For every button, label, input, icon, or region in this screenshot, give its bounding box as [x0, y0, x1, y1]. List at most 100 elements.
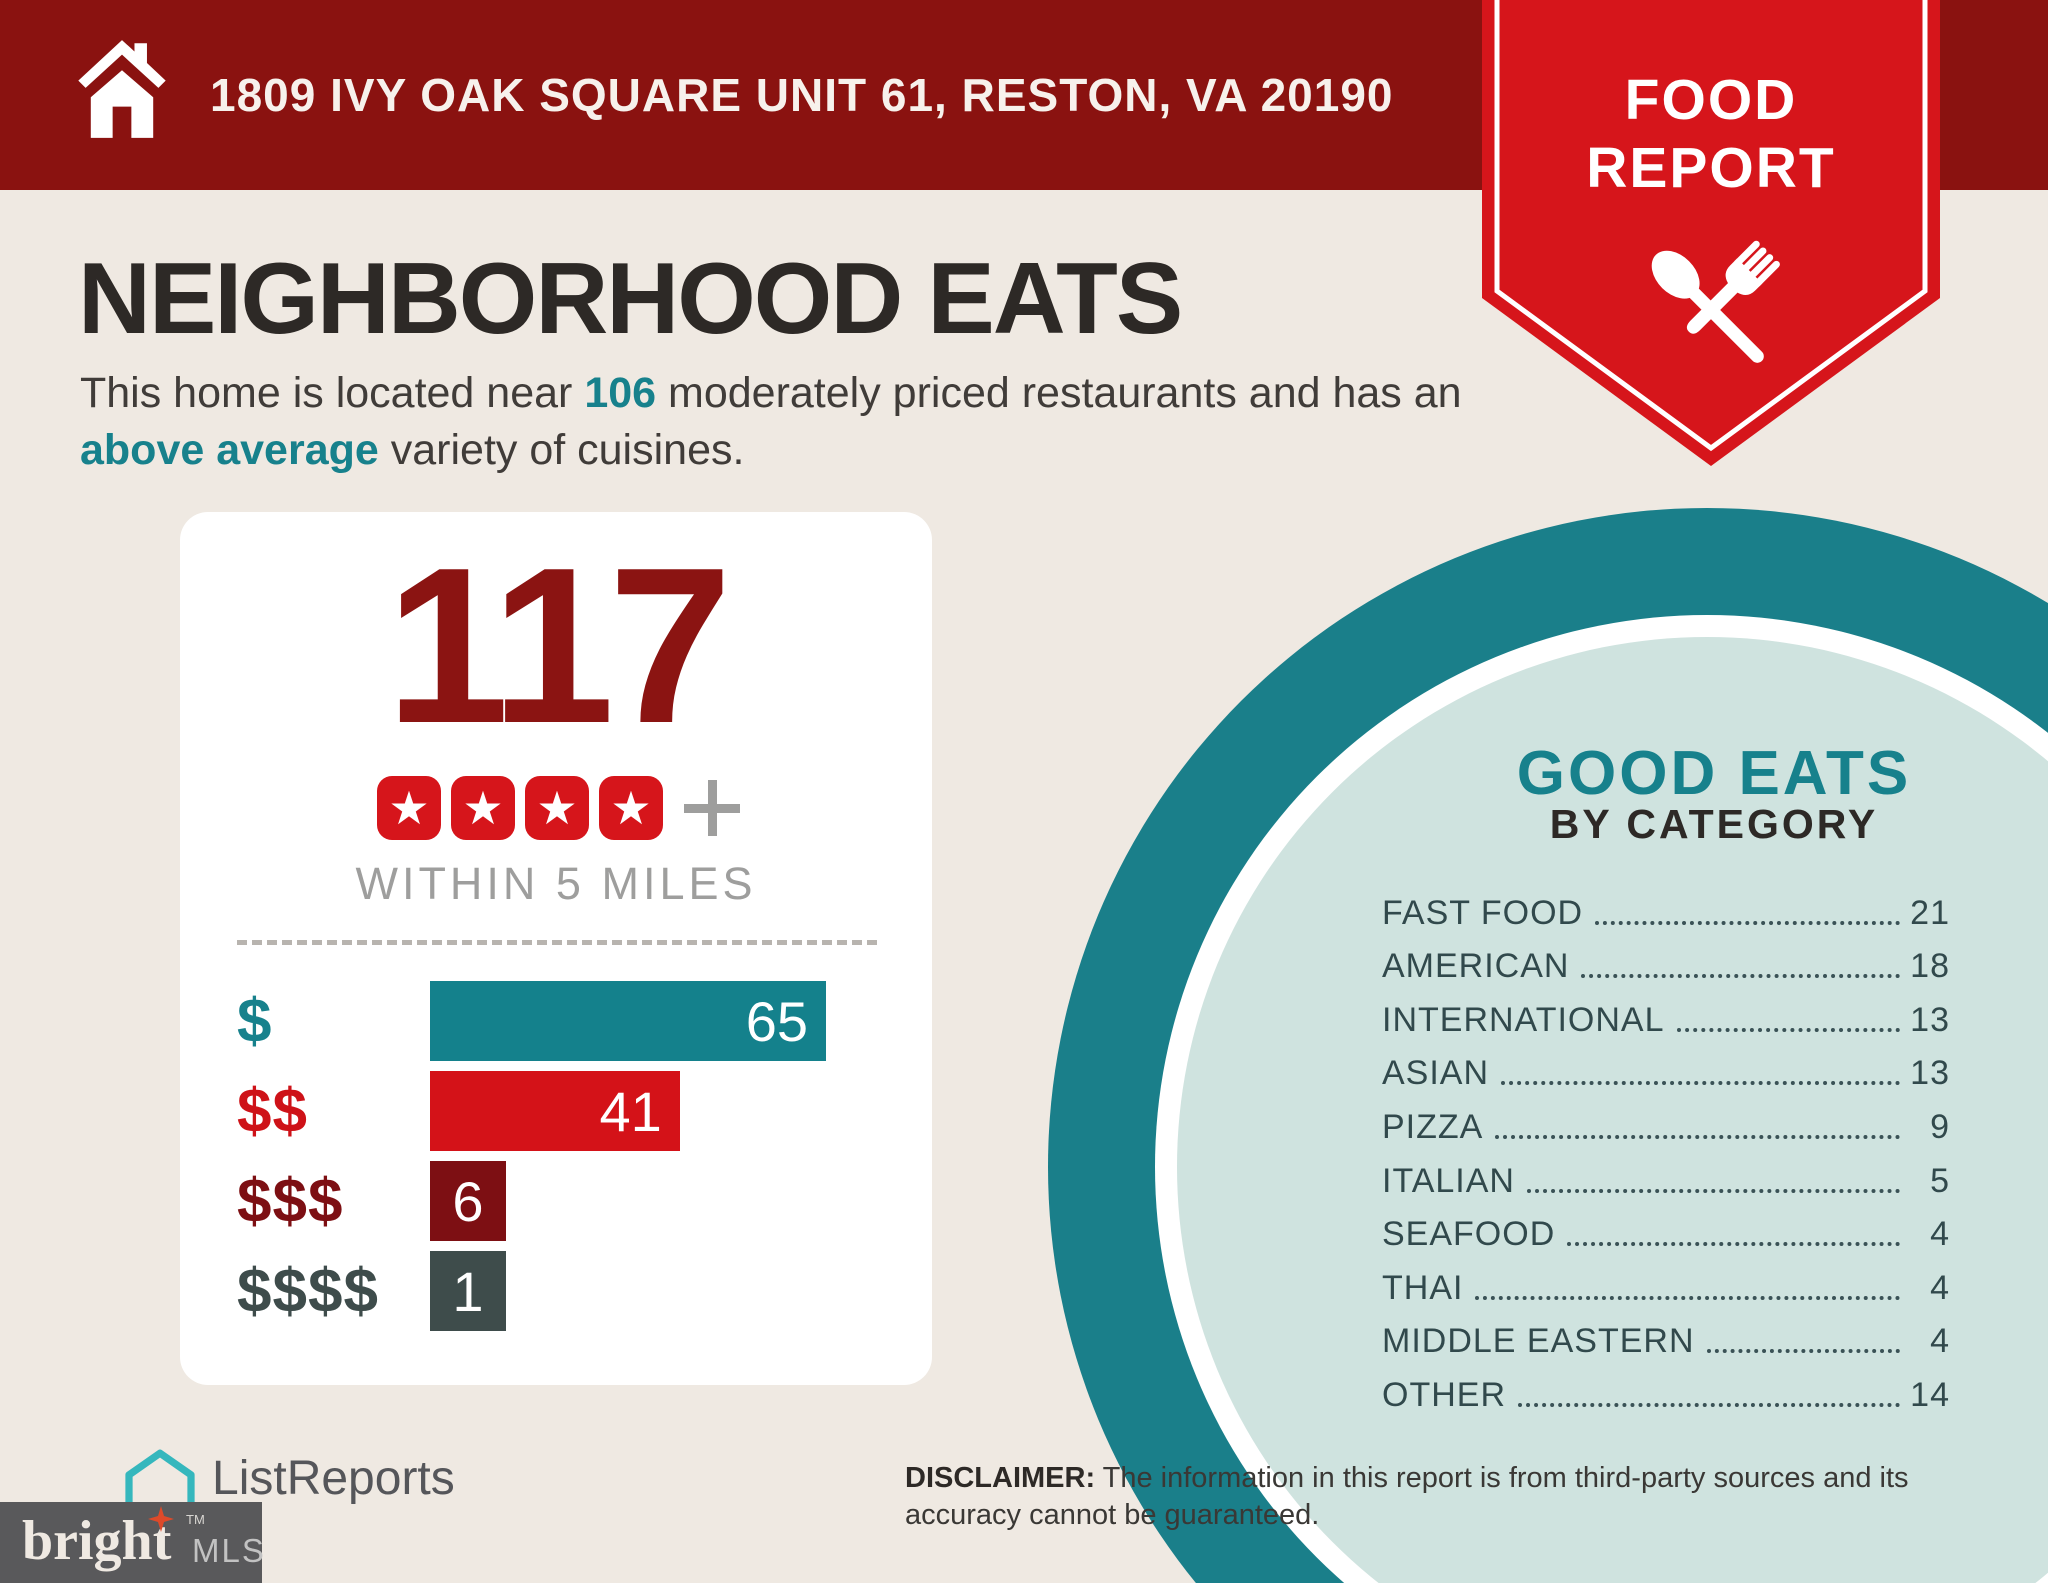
category-label: FAST FOOD [1382, 893, 1584, 932]
category-row: THAI 4 [1382, 1259, 1950, 1313]
bar-fill: 41 [430, 1071, 680, 1151]
category-value: 4 [1930, 1268, 1950, 1307]
category-label: INTERNATIONAL [1382, 1000, 1665, 1039]
bright-mls-logo: bright TM MLS [0, 1502, 264, 1583]
dotted-leader [1526, 1188, 1900, 1193]
listreports-logo: ListReports [212, 1452, 455, 1505]
dotted-leader [1475, 1295, 1900, 1300]
star-icon: ★ [377, 776, 441, 840]
bar-price-label: $ [237, 986, 273, 1056]
bar-value: 6 [452, 1169, 484, 1233]
mls-wordmark: MLS [192, 1532, 266, 1569]
intro-prefix: This home is located near [80, 369, 585, 417]
radius-label: WITHIN 5 MILES [355, 858, 757, 909]
dotted-leader [1518, 1402, 1900, 1407]
bar-track: 6 [430, 1161, 826, 1241]
category-label: OTHER [1382, 1375, 1506, 1414]
listreports-house-icon [125, 1449, 195, 1510]
dotted-leader [1676, 1027, 1900, 1032]
disclaimer: DISCLAIMER: The information in this repo… [905, 1460, 1945, 1534]
category-value: 4 [1930, 1215, 1950, 1254]
ribbon-title-line2: REPORT [1586, 136, 1836, 200]
category-label: THAI [1382, 1268, 1464, 1307]
star-glyph: ★ [388, 782, 430, 834]
plus-icon [684, 780, 740, 836]
star-icon: ★ [451, 776, 515, 840]
bar-fill: 1 [430, 1251, 506, 1331]
star-rating: ★ ★ ★ ★ [180, 776, 932, 840]
category-label: MIDDLE EASTERN [1382, 1322, 1695, 1361]
bar-track: 41 [430, 1071, 826, 1151]
bar-track: 65 [430, 981, 826, 1061]
category-row: MIDDLE EASTERN 4 [1382, 1313, 1950, 1367]
category-value: 13 [1910, 1000, 1950, 1039]
price-bars: $65 $$ 41 $$$ 6 $$$$ 1 [180, 981, 932, 1331]
category-row: FAST FOOD 21 [1382, 884, 1950, 938]
star-glyph: ★ [610, 782, 652, 834]
category-label: PIZZA [1382, 1107, 1484, 1146]
dotted-leader [1501, 1081, 1900, 1086]
category-value: 21 [1910, 893, 1950, 932]
home-icon [78, 40, 166, 138]
category-label: ASIAN [1382, 1054, 1490, 1093]
bar-fill: 65 [430, 981, 826, 1061]
bar-value: 1 [452, 1259, 484, 1323]
page-intro: This home is located near 106 moderately… [80, 365, 1500, 479]
category-value: 13 [1910, 1054, 1950, 1093]
bar-row: $65 [180, 981, 932, 1061]
star-icon: ★ [525, 776, 589, 840]
bar-price-label: $$ [237, 1076, 308, 1146]
category-row: SEAFOOD 4 [1382, 1206, 1950, 1260]
spoon-fork-icon [1651, 240, 1780, 363]
category-value: 14 [1910, 1375, 1950, 1414]
star-glyph: ★ [462, 782, 504, 834]
bar-track: 1 [430, 1251, 826, 1331]
variety-highlight: above average [80, 426, 379, 474]
bar-value: 65 [745, 989, 808, 1053]
ribbon-title-line1: FOOD [1624, 68, 1798, 132]
category-row: INTERNATIONAL 13 [1382, 991, 1950, 1045]
restaurant-summary-card: 117 ★ ★ ★ ★ WITHIN 5 MILES $65 $$ 41 $$$ 6 $$$$ 1 [180, 512, 932, 1385]
bar-fill: 6 [430, 1161, 506, 1241]
category-value: 18 [1910, 947, 1950, 986]
dotted-leader [1567, 1242, 1900, 1247]
dotted-leader [1581, 974, 1900, 979]
trademark-symbol: TM [186, 1512, 205, 1527]
bright-wordmark: bright [22, 1510, 172, 1572]
star-icon: ★ [599, 776, 663, 840]
category-value: 9 [1930, 1107, 1950, 1146]
bar-value: 41 [599, 1079, 662, 1143]
category-label: AMERICAN [1382, 947, 1570, 986]
category-list: FAST FOOD 21 AMERICAN 18 INTERNATIONAL 13 ASIA… [1382, 884, 1950, 1420]
dotted-leader [1595, 920, 1900, 925]
category-row: OTHER 14 [1382, 1366, 1950, 1420]
category-label: SEAFOOD [1382, 1215, 1556, 1254]
bar-row: $$$ 6 [180, 1161, 932, 1241]
category-row: ASIAN 13 [1382, 1045, 1950, 1099]
bar-row: $$ 41 [180, 1071, 932, 1151]
dotted-leader [1706, 1349, 1900, 1354]
food-report-ribbon [1482, 0, 1940, 466]
bar-row: $$$$ 1 [180, 1251, 932, 1331]
bar-price-label: $$$ [237, 1166, 344, 1236]
star-glyph: ★ [536, 782, 578, 834]
total-restaurants: 117 [385, 522, 732, 770]
bright-star-icon [148, 1506, 174, 1532]
disclaimer-label: DISCLAIMER: [905, 1462, 1096, 1494]
category-row: AMERICAN 18 [1382, 938, 1950, 992]
intro-suffix: variety of cuisines. [378, 426, 745, 474]
property-address: 1809 IVY OAK SQUARE UNIT 61, RESTON, VA … [210, 69, 1394, 121]
good-eats-title: GOOD EATS [1516, 739, 1912, 808]
page-title: NEIGHBORHOOD EATS [78, 243, 1183, 355]
dotted-leader [1495, 1134, 1900, 1139]
category-value: 5 [1930, 1161, 1950, 1200]
category-value: 4 [1930, 1322, 1950, 1361]
restaurant-count: 106 [584, 369, 657, 417]
good-eats-subtitle: BY CATEGORY [1549, 801, 1879, 847]
ribbon-title: FOOD REPORT [1482, 66, 1940, 202]
category-label: ITALIAN [1382, 1161, 1515, 1200]
bar-price-label: $$$$ [237, 1256, 379, 1326]
dashed-divider [237, 940, 877, 945]
category-row: ITALIAN 5 [1382, 1152, 1950, 1206]
intro-middle: moderately priced restaurants and has an [656, 369, 1462, 417]
